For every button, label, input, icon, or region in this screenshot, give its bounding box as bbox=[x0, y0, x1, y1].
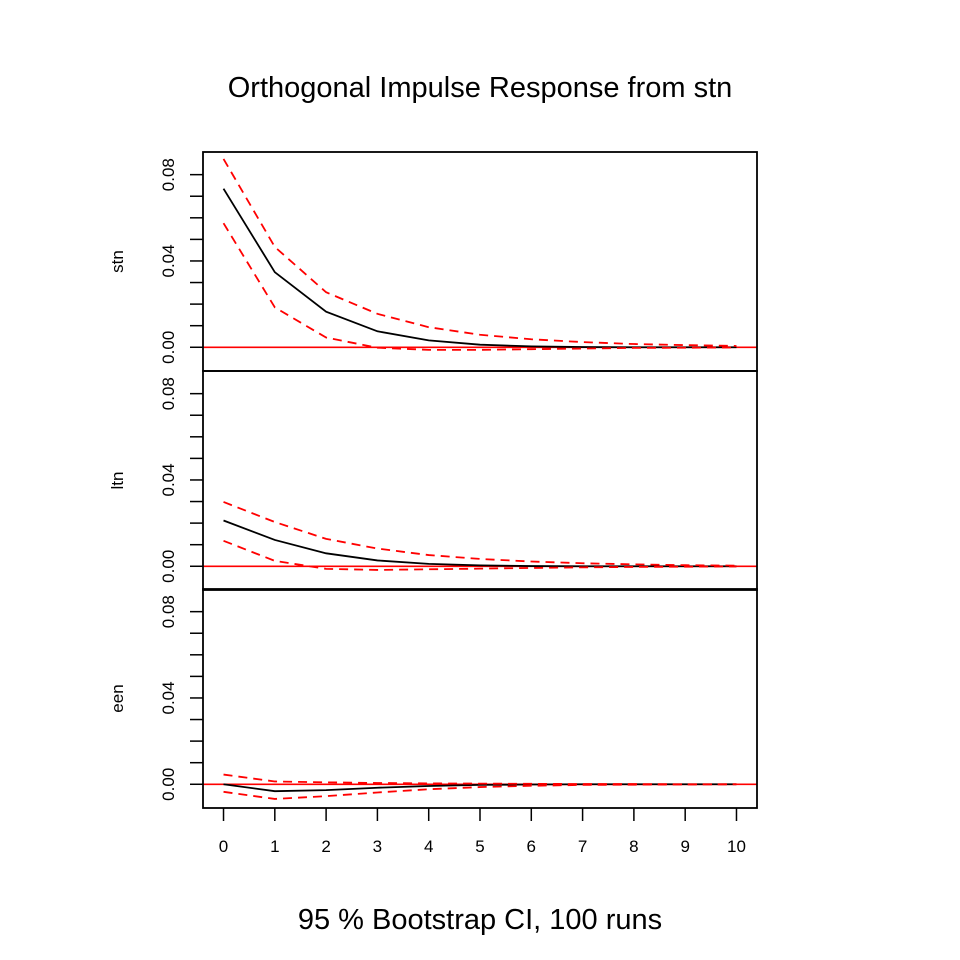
series-lower-line bbox=[223, 783, 737, 800]
x-tick-label: 3 bbox=[373, 837, 382, 856]
y-tick-label: 0.00 bbox=[159, 331, 178, 364]
y-tick-label: 0.04 bbox=[159, 681, 178, 714]
series-lower-line bbox=[222, 222, 737, 351]
panel-een: 0.00 0.04 0.08 een bbox=[108, 588, 758, 809]
panel-ylabel: stn bbox=[108, 250, 127, 273]
y-tick-label: 0.04 bbox=[159, 463, 178, 496]
y-tick-label: 0.08 bbox=[159, 158, 178, 191]
y-tick-label: 0.04 bbox=[159, 244, 178, 277]
panel-stn: 0.00 0.04 0.08 stn bbox=[108, 151, 758, 372]
x-tick-label: 4 bbox=[424, 837, 433, 856]
x-tick-label: 1 bbox=[270, 837, 279, 856]
y-tick-label: 0.08 bbox=[159, 377, 178, 410]
y-tick-label: 0.08 bbox=[159, 595, 178, 628]
x-tick-label: 9 bbox=[680, 837, 689, 856]
x-tick-label: 0 bbox=[219, 837, 228, 856]
x-tick-label: 10 bbox=[727, 837, 746, 856]
y-tick-label: 0.00 bbox=[159, 768, 178, 801]
x-tick-label: 6 bbox=[527, 837, 536, 856]
panel-ylabel: ltn bbox=[108, 472, 127, 490]
x-tick-label: 8 bbox=[629, 837, 638, 856]
panel-ylabel: een bbox=[108, 684, 127, 712]
x-tick-label: 7 bbox=[578, 837, 587, 856]
panel-frame bbox=[202, 588, 758, 809]
x-axis: 0 1 2 3 4 5 6 7 8 9 10 bbox=[219, 808, 746, 856]
series-upper-line bbox=[223, 773, 737, 786]
chart-caption: 95 % Bootstrap CI, 100 runs bbox=[298, 904, 662, 936]
panel-ltn: 0.00 0.04 0.08 ltn bbox=[108, 370, 758, 591]
series-lower-line bbox=[223, 539, 737, 571]
x-tick-label: 2 bbox=[321, 837, 330, 856]
chart-title: Orthogonal Impulse Response from stn bbox=[228, 72, 733, 104]
panels-group: 0.000.040.08stn0.000.040.08ltn0.000.040.… bbox=[108, 151, 758, 809]
series-upper-line bbox=[222, 158, 737, 347]
panel-frame bbox=[202, 370, 758, 591]
series-response-line bbox=[223, 519, 737, 568]
panel-frame bbox=[202, 151, 758, 372]
series-upper-line bbox=[223, 501, 737, 567]
y-tick-label: 0.00 bbox=[159, 550, 178, 583]
x-tick-label: 5 bbox=[475, 837, 484, 856]
